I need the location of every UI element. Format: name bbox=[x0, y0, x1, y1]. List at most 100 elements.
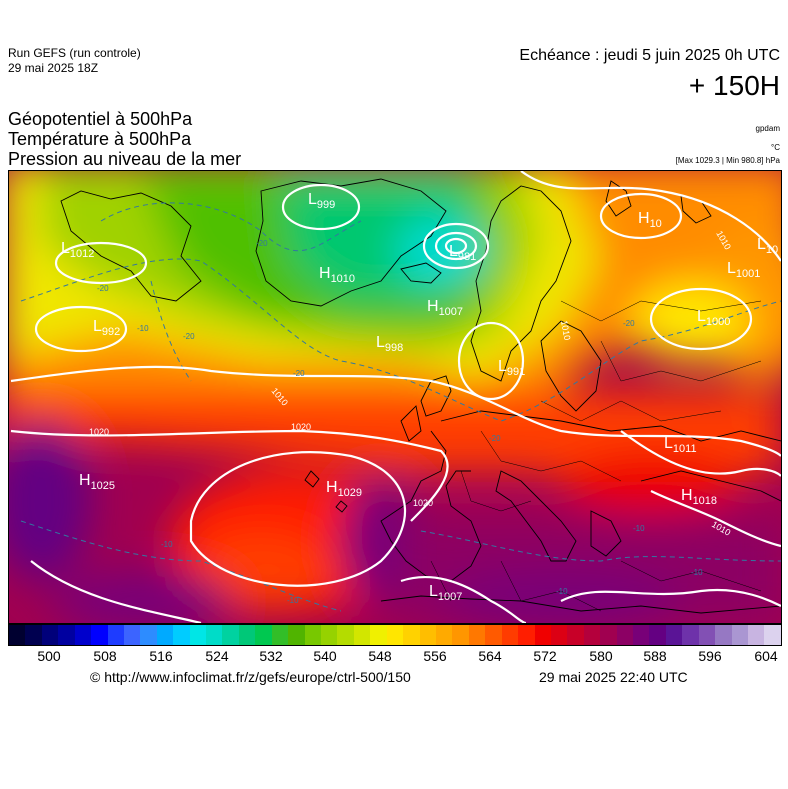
colorbar-tick-label: 588 bbox=[643, 648, 667, 664]
isobar-label: 1020 bbox=[291, 422, 311, 432]
unit-temperature: °C bbox=[771, 143, 780, 152]
pressure-center-label: H1018 bbox=[681, 487, 717, 507]
colorbar-tick-label: 524 bbox=[205, 648, 229, 664]
colorbar-swatch bbox=[123, 625, 141, 645]
colorbar-swatch bbox=[140, 625, 157, 645]
pressure-center-label: H10 bbox=[638, 210, 662, 230]
unit-pressure: [Max 1029.3 | Min 980.8] hPa bbox=[675, 156, 780, 165]
colorbar-swatch bbox=[715, 625, 732, 645]
colorbar-swatch bbox=[501, 625, 519, 645]
colorbar-tick-label: 532 bbox=[259, 648, 283, 664]
colorbar-swatch bbox=[403, 625, 420, 645]
param-temperature: Température à 500hPa bbox=[8, 129, 192, 149]
colorbar-tick-label: 604 bbox=[754, 648, 778, 664]
isobar-label: 1020 bbox=[413, 498, 433, 508]
colorbar-swatch bbox=[386, 625, 404, 645]
pressure-center-label: L1007 bbox=[429, 583, 462, 603]
colorbar-swatch bbox=[9, 625, 26, 645]
isotherms bbox=[20, 202, 781, 612]
run-date: 29 mai 2025 18Z bbox=[8, 61, 99, 75]
colorbar bbox=[8, 624, 782, 646]
colorbar-swatch bbox=[271, 625, 289, 645]
colorbar-swatch bbox=[189, 625, 207, 645]
colorbar-tick-label: 540 bbox=[313, 648, 337, 664]
unit-geopotential: gpdam bbox=[755, 124, 780, 133]
isobars bbox=[10, 171, 781, 623]
colorbar-swatch bbox=[41, 625, 59, 645]
isobar-label: 1010 bbox=[559, 320, 572, 341]
generated-time: 29 mai 2025 22:40 UTC bbox=[539, 669, 688, 685]
isotherm-label: -20 bbox=[256, 239, 268, 248]
pressure-center-label: L992 bbox=[93, 318, 120, 338]
colorbar-swatch bbox=[304, 625, 322, 645]
isotherm-label: -10 bbox=[161, 540, 173, 549]
colorbar-swatch bbox=[255, 625, 272, 645]
colorbar-swatch bbox=[468, 625, 486, 645]
isotherm-label: -20 bbox=[183, 332, 195, 341]
colorbar-tick-label: 508 bbox=[93, 648, 117, 664]
colorbar-swatch bbox=[583, 625, 601, 645]
pressure-center-label: H1025 bbox=[79, 472, 115, 492]
colorbar-swatch bbox=[567, 625, 584, 645]
colorbar-swatch bbox=[58, 625, 75, 645]
pressure-center-label: H1010 bbox=[319, 265, 355, 285]
pressure-center-label: L998 bbox=[376, 334, 403, 354]
forecast-lead: + 150H bbox=[688, 70, 780, 101]
param-geopotential: Géopotentiel à 500hPa bbox=[8, 109, 193, 129]
pressure-center-label: L999 bbox=[308, 191, 335, 211]
colorbar-swatch bbox=[173, 625, 190, 645]
colorbar-tick-label: 548 bbox=[368, 648, 392, 664]
colorbar-swatch bbox=[353, 625, 371, 645]
pressure-center-label: H1029 bbox=[326, 479, 362, 499]
coastlines bbox=[60, 178, 781, 614]
colorbar-swatch bbox=[91, 625, 108, 645]
isotherm-label: -10 bbox=[691, 568, 703, 577]
pressure-center-label: L10 bbox=[757, 236, 778, 256]
colorbar-swatch bbox=[321, 625, 338, 645]
isotherm-value-labels: -20 -20 -20 -20 -20 -20 -10 -10 -10 -10 … bbox=[97, 239, 703, 605]
borders bbox=[430, 300, 762, 612]
isotherm-label: -10 bbox=[556, 587, 568, 596]
param-pressure: Pression au niveau de la mer bbox=[8, 149, 242, 169]
forecast-map: L1012 L992 L999 H1010 L981 H1007 L998 L9… bbox=[8, 170, 782, 624]
colorbar-swatch bbox=[534, 625, 551, 645]
isotherm-label: -10 bbox=[137, 324, 149, 333]
pressure-center-label: L981 bbox=[449, 243, 476, 263]
colorbar-swatch bbox=[222, 625, 239, 645]
colorbar-swatch bbox=[731, 625, 748, 645]
colorbar-swatch bbox=[419, 625, 436, 645]
colorbar-swatch bbox=[337, 625, 354, 645]
colorbar-tick-label: 580 bbox=[589, 648, 613, 664]
isotherm-label: -20 bbox=[293, 369, 305, 378]
colorbar-swatch bbox=[485, 625, 502, 645]
colorbar-swatch bbox=[206, 625, 223, 645]
colorbar-swatch bbox=[665, 625, 683, 645]
colorbar-tick-label: 564 bbox=[478, 648, 502, 664]
pressure-center-label: L1000 bbox=[697, 308, 730, 328]
colorbar-swatch bbox=[107, 625, 124, 645]
colorbar-tick-label: 516 bbox=[149, 648, 173, 664]
colorbar-tick-label: 500 bbox=[37, 648, 61, 664]
colorbar-swatch bbox=[74, 625, 92, 645]
colorbar-swatch bbox=[550, 625, 568, 645]
colorbar-swatch bbox=[452, 625, 469, 645]
colorbar-swatch bbox=[288, 625, 305, 645]
isotherm-label: -10 bbox=[287, 596, 299, 605]
pressure-center-label: L1012 bbox=[61, 240, 94, 260]
geopotential-field bbox=[9, 171, 781, 623]
colorbar-swatch bbox=[682, 625, 699, 645]
colorbar-swatch bbox=[616, 625, 634, 645]
run-label: Run GEFS (run controle) bbox=[8, 46, 141, 60]
colorbar-swatch bbox=[370, 625, 387, 645]
colorbar-swatch bbox=[25, 625, 42, 645]
colorbar-swatch bbox=[435, 625, 453, 645]
colorbar-swatch bbox=[238, 625, 256, 645]
colorbar-swatch bbox=[698, 625, 716, 645]
colorbar-tick-label: 572 bbox=[533, 648, 557, 664]
colorbar-swatch bbox=[747, 625, 765, 645]
pressure-center-label: L1011 bbox=[664, 435, 697, 455]
source-url[interactable]: © http://www.infoclimat.fr/z/gefs/europe… bbox=[90, 669, 411, 685]
isobar-label: 1020 bbox=[89, 427, 109, 437]
colorbar-tick-label: 596 bbox=[698, 648, 722, 664]
colorbar-swatch bbox=[764, 625, 781, 645]
